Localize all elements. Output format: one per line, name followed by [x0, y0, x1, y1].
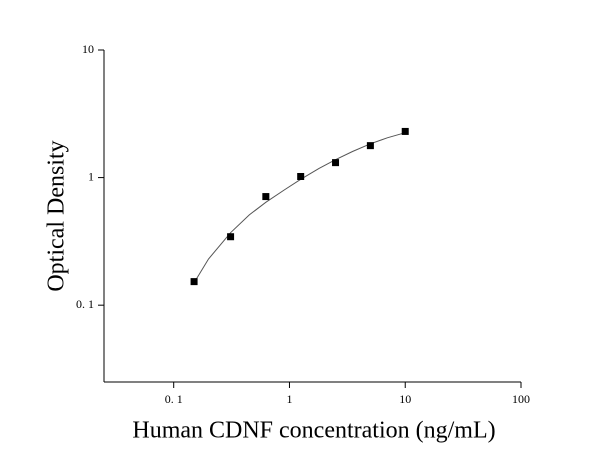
point — [262, 193, 270, 201]
y-tick-label: 10 — [82, 42, 94, 56]
x-tick-label: 0. 1 — [165, 392, 183, 406]
point — [190, 278, 198, 286]
x-tick-label: 100 — [512, 392, 530, 406]
y-tick-label: 1 — [88, 169, 94, 183]
point — [332, 159, 340, 167]
y-axis-title: Optical Density — [44, 140, 70, 291]
y-tick-label: 0. 1 — [76, 297, 94, 311]
x-axis-title: Human CDNF concentration (ng/mL) — [132, 418, 495, 444]
point — [401, 127, 409, 135]
x-tick-label: 10 — [399, 392, 411, 406]
fit-curve — [193, 132, 406, 283]
x-tick-label: 1 — [286, 392, 292, 406]
point — [227, 233, 235, 241]
point — [297, 172, 305, 180]
point — [366, 142, 374, 150]
